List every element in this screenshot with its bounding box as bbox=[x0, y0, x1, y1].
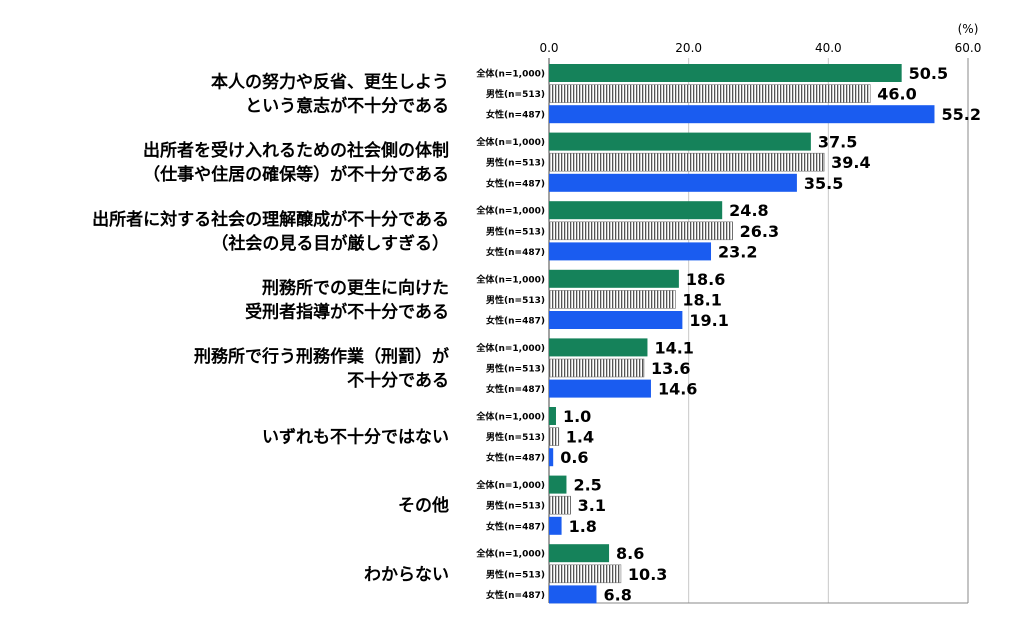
data-label: 24.8 bbox=[729, 201, 768, 220]
bar bbox=[549, 338, 648, 357]
category-label: （仕事や住居の確保等）が不十分である bbox=[143, 164, 449, 185]
category-label: 出所者に対する社会の理解醸成が不十分である bbox=[92, 209, 449, 230]
bar bbox=[548, 358, 645, 378]
bar bbox=[548, 564, 622, 584]
series-label: 女性(n=487) bbox=[486, 109, 545, 121]
unit-label: (%) bbox=[958, 22, 979, 36]
series-label: 全体(n=1,000) bbox=[475, 273, 545, 285]
category-label: 受刑者指導が不十分である bbox=[245, 301, 449, 322]
category-label: 出所者を受け入れるための社会側の体制 bbox=[143, 140, 449, 161]
data-label: 0.6 bbox=[560, 448, 588, 467]
series-label: 女性(n=487) bbox=[486, 177, 545, 189]
data-label: 8.6 bbox=[616, 544, 644, 563]
data-label: 46.0 bbox=[877, 85, 916, 104]
data-label: 18.1 bbox=[682, 290, 721, 309]
bar bbox=[549, 407, 556, 425]
category-label: 本人の努力や反省、更生しよう bbox=[211, 72, 449, 93]
x-tick-label: 60.0 bbox=[955, 41, 982, 55]
series-label: 全体(n=1,000) bbox=[475, 548, 545, 560]
data-label: 3.1 bbox=[578, 496, 606, 515]
bar bbox=[548, 495, 571, 515]
data-label: 37.5 bbox=[818, 133, 857, 152]
bar bbox=[549, 448, 554, 467]
bar bbox=[548, 290, 676, 309]
series-label: 全体(n=1,000) bbox=[475, 342, 545, 354]
series-label: 全体(n=1,000) bbox=[475, 411, 545, 423]
bar bbox=[549, 105, 935, 124]
bar bbox=[548, 152, 825, 172]
series-label: 男性(n=513) bbox=[486, 225, 545, 237]
bar bbox=[549, 544, 610, 563]
bar bbox=[549, 516, 562, 535]
series-label: 女性(n=487) bbox=[486, 589, 545, 601]
data-label: 13.6 bbox=[651, 359, 690, 378]
category-label: 不十分である bbox=[347, 370, 449, 391]
series-label: 女性(n=487) bbox=[486, 383, 545, 395]
series-label: 女性(n=487) bbox=[486, 452, 545, 464]
x-tick-label: 20.0 bbox=[675, 41, 702, 55]
data-label: 18.6 bbox=[686, 270, 725, 289]
bar bbox=[549, 585, 597, 604]
bar bbox=[548, 427, 560, 446]
bar bbox=[548, 221, 733, 241]
data-label: 10.3 bbox=[628, 565, 667, 584]
data-label: 35.5 bbox=[804, 174, 843, 193]
bar bbox=[549, 269, 679, 288]
category-label: いずれも不十分ではない bbox=[262, 427, 449, 448]
data-label: 2.5 bbox=[573, 476, 601, 495]
data-label: 39.4 bbox=[831, 153, 870, 172]
data-label: 14.6 bbox=[658, 380, 697, 399]
series-label: 女性(n=487) bbox=[486, 520, 545, 532]
series-label: 男性(n=513) bbox=[486, 431, 545, 443]
category-label: （社会の見る目が厳しすぎる） bbox=[211, 233, 449, 254]
data-label: 1.4 bbox=[566, 428, 594, 447]
series-label: 全体(n=1,000) bbox=[475, 136, 545, 148]
data-label: 50.5 bbox=[909, 64, 948, 83]
series-label: 男性(n=513) bbox=[486, 157, 545, 169]
category-label: 刑務所での更生に向けた bbox=[262, 277, 449, 298]
series-label: 男性(n=513) bbox=[486, 568, 545, 580]
series-label: 女性(n=487) bbox=[486, 315, 545, 327]
series-label: 男性(n=513) bbox=[486, 88, 545, 100]
category-label: 刑務所で行う刑務作業（刑罰）が bbox=[194, 346, 449, 367]
series-label: 男性(n=513) bbox=[486, 294, 545, 306]
category-label: という意志が不十分である bbox=[245, 96, 449, 117]
bar bbox=[549, 201, 723, 220]
category-label: その他 bbox=[398, 495, 449, 516]
bar bbox=[549, 242, 712, 261]
bar bbox=[548, 84, 871, 103]
data-label: 1.8 bbox=[569, 517, 597, 536]
series-label: 全体(n=1,000) bbox=[475, 205, 545, 217]
data-label: 55.2 bbox=[941, 105, 980, 124]
data-label: 26.3 bbox=[740, 222, 779, 241]
series-label: 男性(n=513) bbox=[486, 363, 545, 375]
series-label: 全体(n=1,000) bbox=[475, 68, 545, 80]
bar bbox=[549, 132, 811, 151]
series-label: 男性(n=513) bbox=[486, 500, 545, 512]
bar bbox=[549, 173, 797, 192]
data-label: 6.8 bbox=[603, 585, 631, 604]
data-label: 1.0 bbox=[563, 407, 591, 426]
category-label: わからない bbox=[364, 565, 449, 585]
series-label: 女性(n=487) bbox=[486, 246, 545, 258]
data-label: 23.2 bbox=[718, 242, 757, 261]
bars bbox=[548, 64, 935, 604]
labels: 0.0 20.0 40.0 60.0 (%) 本人の努力や反省、更生しようという意志が不十… bbox=[92, 22, 981, 604]
series-label: 全体(n=1,000) bbox=[475, 479, 545, 491]
x-tick-label: 0.0 bbox=[539, 41, 558, 55]
data-label: 14.1 bbox=[654, 338, 693, 357]
bar bbox=[549, 311, 683, 329]
bar bbox=[549, 379, 651, 398]
bar bbox=[549, 475, 567, 494]
x-tick-label: 40.0 bbox=[815, 41, 842, 55]
data-label: 19.1 bbox=[689, 311, 728, 330]
bar bbox=[549, 64, 902, 82]
